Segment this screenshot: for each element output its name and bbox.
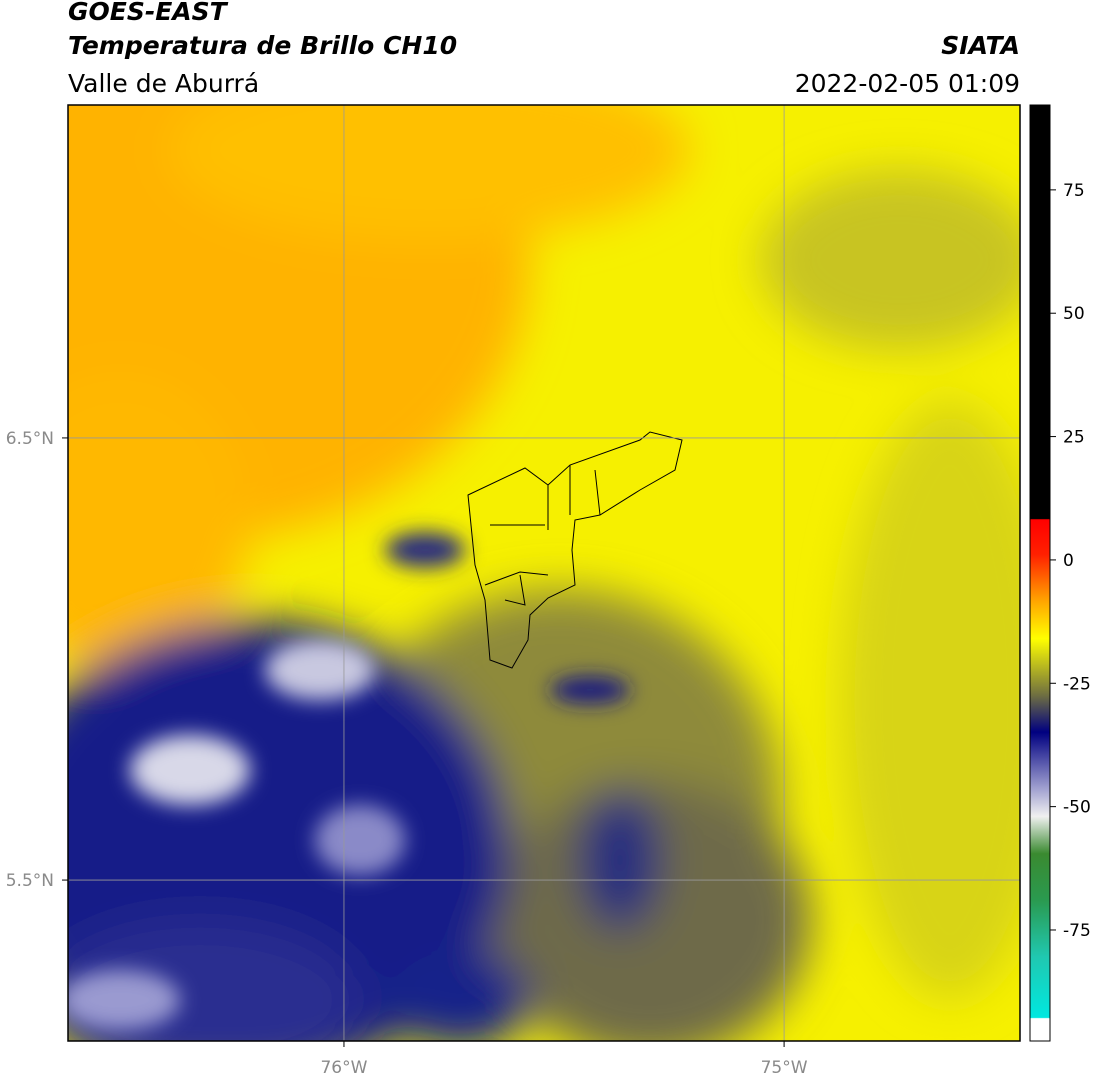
- lon-label: 75°W: [761, 1058, 808, 1078]
- colorbar-label: -50: [1063, 798, 1091, 818]
- colorbar: [1029, 104, 1051, 1042]
- valley-outline: [467, 431, 683, 669]
- colorbar-label: -25: [1063, 674, 1091, 694]
- lat-label: 5.5°N: [6, 871, 54, 891]
- map-frame: [67, 104, 1021, 1042]
- colorbar-label: -75: [1063, 921, 1091, 941]
- colorbar-label: 25: [1063, 428, 1085, 448]
- source: SIATA: [941, 31, 1020, 60]
- lat-label: 6.5°N: [6, 429, 54, 449]
- subtitle: Temperatura de Brillo CH10: [68, 31, 457, 60]
- grid: [68, 105, 1020, 1041]
- colorbar-label: 75: [1063, 181, 1085, 201]
- lon-label: 76°W: [320, 1058, 367, 1078]
- datetime: 2022-02-05 01:09: [795, 69, 1020, 98]
- colorbar-label: 0: [1063, 551, 1074, 571]
- title: GOES-EAST: [68, 0, 229, 26]
- colorbar-label: 50: [1063, 304, 1085, 324]
- region: Valle de Aburrá: [68, 69, 259, 98]
- satellite-image: [68, 105, 1020, 1041]
